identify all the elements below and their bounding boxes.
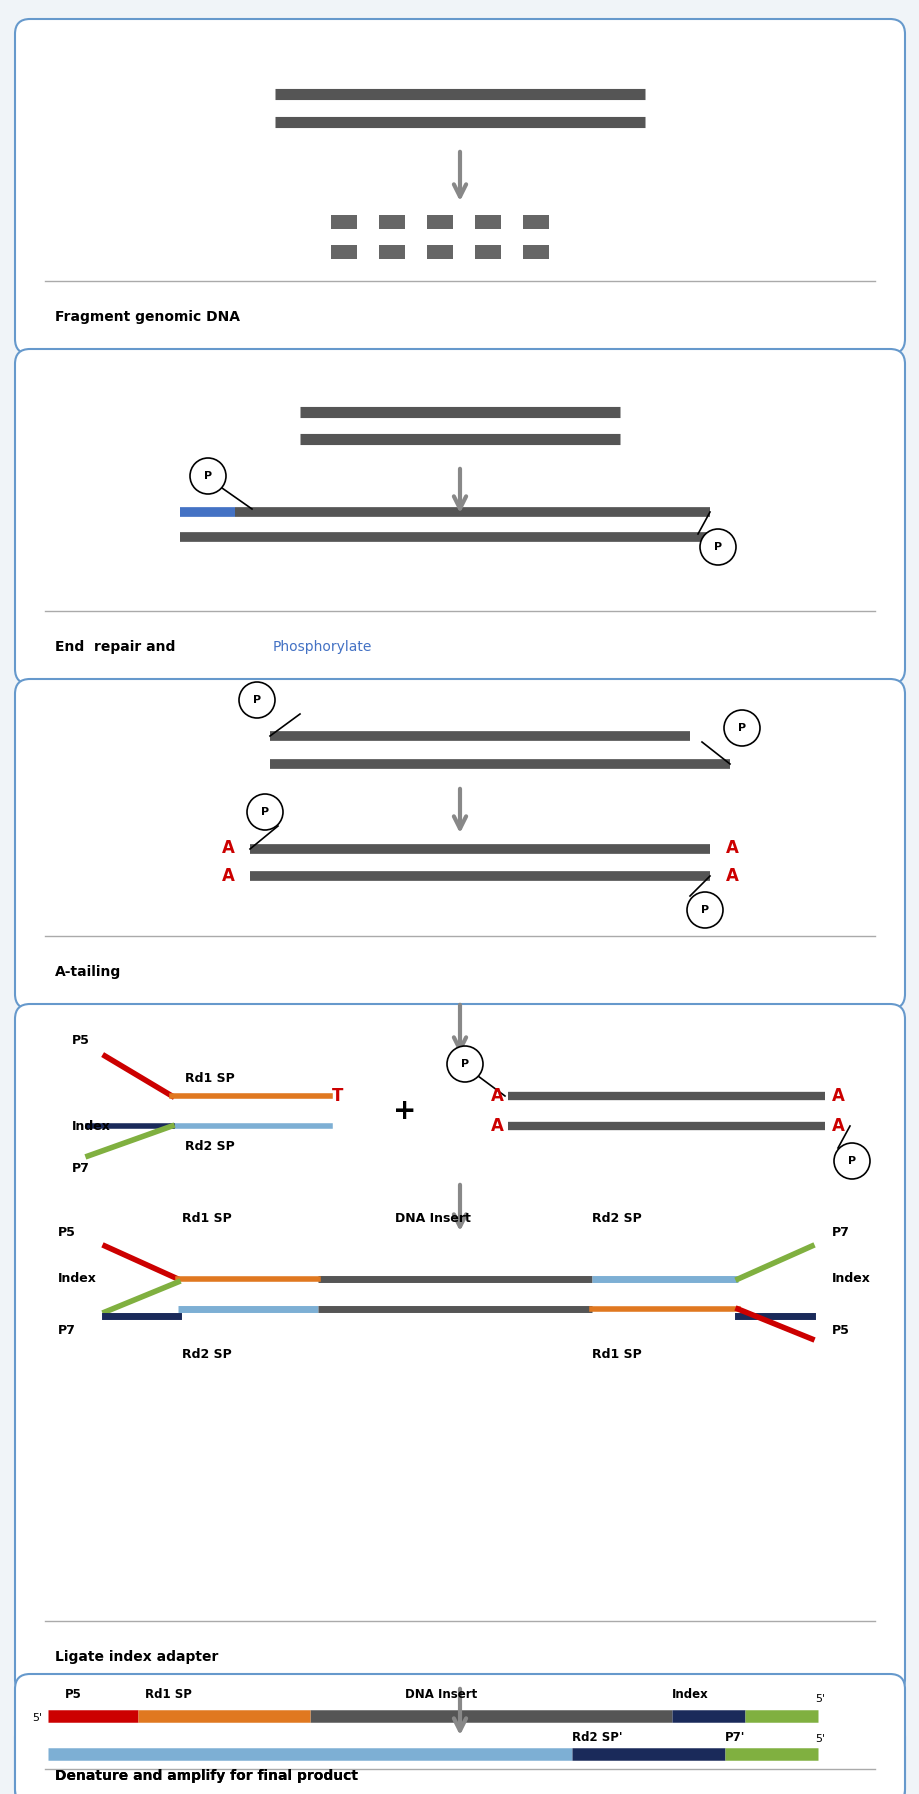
Bar xyxy=(426,215,452,228)
Circle shape xyxy=(190,457,226,493)
Text: P: P xyxy=(261,807,268,816)
FancyBboxPatch shape xyxy=(15,350,904,684)
Text: Fragment genomic DNA: Fragment genomic DNA xyxy=(55,310,240,325)
Text: P: P xyxy=(253,694,261,705)
Text: Index: Index xyxy=(671,1688,708,1701)
Text: T: T xyxy=(332,1087,343,1105)
Text: Index: Index xyxy=(831,1272,870,1285)
Text: Index: Index xyxy=(58,1272,96,1285)
Circle shape xyxy=(723,710,759,746)
Text: End  repair and: End repair and xyxy=(55,640,180,655)
Text: Denature and amplify for final product: Denature and amplify for final product xyxy=(55,1769,357,1783)
Text: A: A xyxy=(490,1087,503,1105)
Text: P7': P7' xyxy=(724,1731,744,1744)
Circle shape xyxy=(699,529,735,565)
Circle shape xyxy=(834,1143,869,1179)
FancyBboxPatch shape xyxy=(15,1005,904,1694)
Text: A-tailing: A-tailing xyxy=(55,965,121,980)
Bar xyxy=(379,215,404,228)
Circle shape xyxy=(246,795,283,831)
Text: P5: P5 xyxy=(72,1033,90,1048)
Text: Phosphorylate: Phosphorylate xyxy=(273,640,372,655)
Text: Rd1 SP: Rd1 SP xyxy=(185,1073,234,1085)
Text: P: P xyxy=(204,472,212,481)
Text: Rd1 SP: Rd1 SP xyxy=(591,1347,641,1362)
Text: Denature and amplify for final product: Denature and amplify for final product xyxy=(55,1769,357,1783)
Text: 5': 5' xyxy=(814,1735,824,1744)
Circle shape xyxy=(239,682,275,718)
Text: Rd2 SP: Rd2 SP xyxy=(591,1213,641,1225)
Text: P: P xyxy=(700,904,709,915)
Text: Rd1 SP: Rd1 SP xyxy=(182,1213,232,1225)
Text: Rd2 SP: Rd2 SP xyxy=(182,1347,232,1362)
Text: A: A xyxy=(221,867,234,884)
FancyBboxPatch shape xyxy=(15,678,904,1008)
Text: A: A xyxy=(725,840,738,858)
Text: A: A xyxy=(831,1118,844,1136)
Text: DNA Insert: DNA Insert xyxy=(394,1213,471,1225)
Bar xyxy=(474,246,501,258)
Text: P: P xyxy=(713,542,721,553)
Text: Rd2 SP: Rd2 SP xyxy=(185,1139,234,1154)
Text: Rd1 SP: Rd1 SP xyxy=(145,1688,192,1701)
Text: P5: P5 xyxy=(831,1324,849,1337)
Text: Ligate index adapter: Ligate index adapter xyxy=(55,1650,218,1665)
Text: Index: Index xyxy=(72,1119,111,1132)
Text: P: P xyxy=(737,723,745,734)
Bar xyxy=(474,215,501,228)
Text: P: P xyxy=(460,1058,469,1069)
Text: A: A xyxy=(831,1087,844,1105)
Text: A: A xyxy=(221,840,234,858)
Bar xyxy=(379,246,404,258)
Circle shape xyxy=(686,892,722,927)
Text: DNA Insert: DNA Insert xyxy=(404,1688,477,1701)
Text: +: + xyxy=(393,1096,416,1125)
FancyBboxPatch shape xyxy=(15,1674,904,1794)
Bar xyxy=(331,215,357,228)
Text: P5: P5 xyxy=(58,1225,75,1240)
Bar xyxy=(522,246,549,258)
Text: A: A xyxy=(725,867,738,884)
Bar xyxy=(522,215,549,228)
Text: P7: P7 xyxy=(58,1324,75,1337)
Text: P7: P7 xyxy=(831,1225,849,1240)
FancyBboxPatch shape xyxy=(15,1722,904,1794)
Bar xyxy=(426,246,452,258)
Bar xyxy=(331,246,357,258)
Text: A: A xyxy=(490,1118,503,1136)
Text: Rd2 SP': Rd2 SP' xyxy=(572,1731,622,1744)
Text: P: P xyxy=(847,1155,856,1166)
FancyBboxPatch shape xyxy=(15,20,904,353)
Text: 5': 5' xyxy=(814,1694,824,1704)
Text: 5': 5' xyxy=(32,1713,42,1722)
Text: P7: P7 xyxy=(72,1163,90,1175)
Text: P5: P5 xyxy=(65,1688,82,1701)
Circle shape xyxy=(447,1046,482,1082)
